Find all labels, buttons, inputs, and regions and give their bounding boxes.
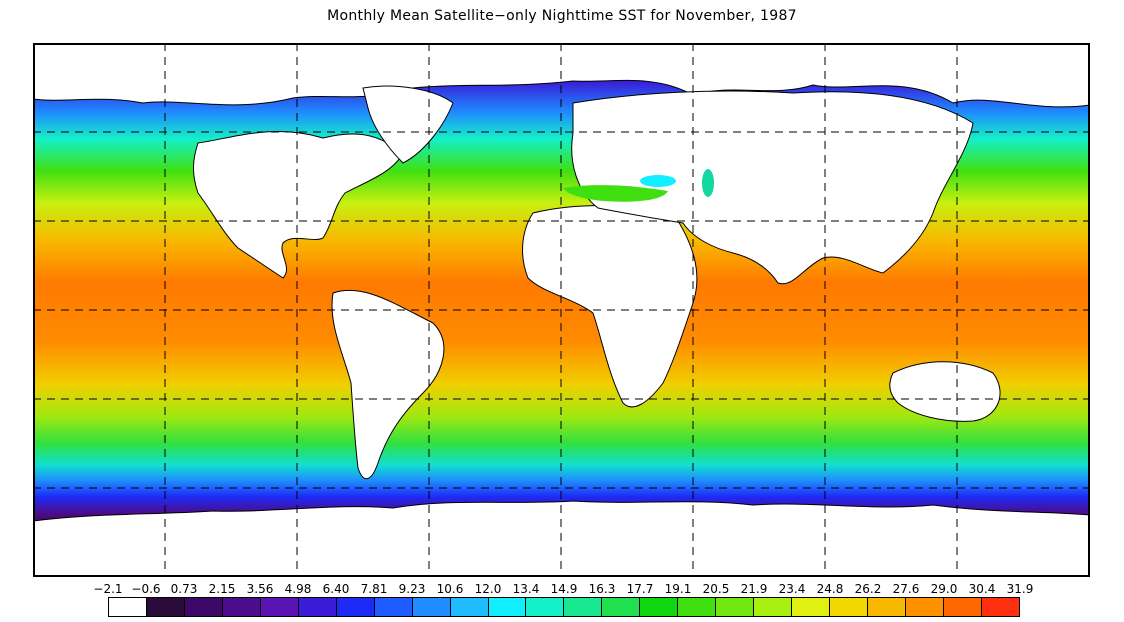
legend-label: 3.56 (246, 582, 274, 596)
color-legend-bar (108, 597, 1020, 617)
legend-swatch (564, 598, 603, 616)
legend-label: 21.9 (740, 582, 768, 596)
legend-swatch (526, 598, 565, 616)
legend-swatch (146, 598, 185, 616)
legend-swatch (754, 598, 793, 616)
legend-label: 16.3 (588, 582, 616, 596)
legend-swatch (450, 598, 489, 616)
legend-swatch (981, 598, 1019, 616)
legend-label: 27.6 (892, 582, 920, 596)
greenland-land (362, 85, 454, 164)
legend-swatch (488, 598, 527, 616)
south-america-land (331, 289, 445, 480)
legend-label: 13.4 (512, 582, 540, 596)
legend-label: 24.8 (816, 582, 844, 596)
legend-label: 10.6 (436, 582, 464, 596)
legend-swatch (336, 598, 375, 616)
legend-label: 31.9 (1006, 582, 1034, 596)
legend-label: 14.9 (550, 582, 578, 596)
legend-swatch (109, 598, 147, 616)
legend-swatch (943, 598, 982, 616)
legend-swatch (184, 598, 223, 616)
legend-swatch (792, 598, 831, 616)
legend-label: 17.7 (626, 582, 654, 596)
legend-label: 6.40 (322, 582, 350, 596)
north-america-land (193, 131, 404, 279)
legend-label: 4.98 (284, 582, 312, 596)
legend-swatch (412, 598, 451, 616)
australia-land (889, 361, 1001, 422)
legend-swatch (640, 598, 679, 616)
legend-label: 2.15 (208, 582, 236, 596)
legend-swatch (868, 598, 907, 616)
legend-label: −2.1 (93, 582, 123, 596)
legend-label: −0.6 (131, 582, 161, 596)
legend-swatch (678, 598, 717, 616)
legend-label: 9.23 (398, 582, 426, 596)
mediterranean-sea (563, 185, 668, 202)
legend-label: 23.4 (778, 582, 806, 596)
legend-label: 19.1 (664, 582, 692, 596)
graticule (33, 43, 1090, 577)
legend-label: 29.0 (930, 582, 958, 596)
legend-swatch (716, 598, 755, 616)
caspian-sea (702, 169, 714, 197)
legend-swatch (830, 598, 869, 616)
legend-swatch (906, 598, 944, 616)
legend-label: 30.4 (968, 582, 996, 596)
legend-label: 7.81 (360, 582, 388, 596)
legend-label: 26.2 (854, 582, 882, 596)
legend-label: 20.5 (702, 582, 730, 596)
legend-swatch (222, 598, 261, 616)
sst-map (33, 43, 1090, 577)
legend-swatch (374, 598, 413, 616)
legend-labels: −2.1 −0.6 0.73 2.15 3.56 4.98 6.40 7.81 9.23 10.6… (90, 582, 1050, 598)
legend-swatch (260, 598, 299, 616)
legend-label: 12.0 (474, 582, 502, 596)
legend-label: 0.73 (170, 582, 198, 596)
map-border (33, 43, 1090, 577)
legend-swatch (298, 598, 337, 616)
legend-swatch (602, 598, 641, 616)
map-title: Monthly Mean Satellite−only Nighttime SS… (327, 8, 797, 24)
black-sea (640, 175, 676, 187)
eurasia-land (571, 90, 974, 285)
